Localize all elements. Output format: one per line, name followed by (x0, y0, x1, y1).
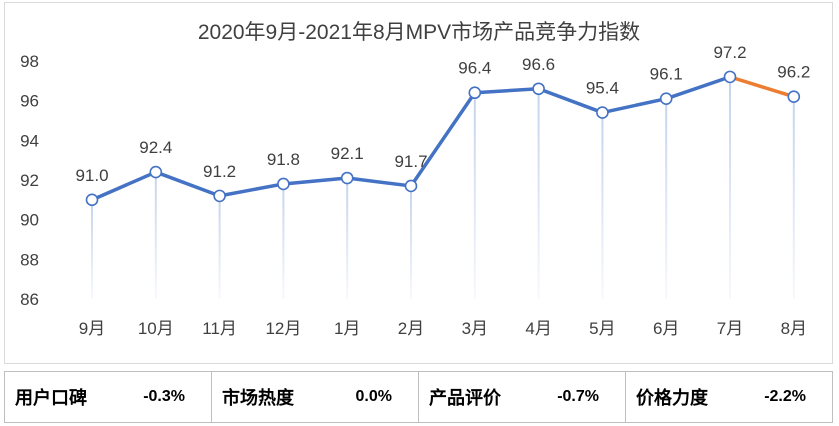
drop-line (410, 185, 412, 299)
x-tick-label: 7月 (717, 319, 743, 338)
drop-line (665, 98, 668, 299)
series-segment (90, 170, 158, 202)
metric-value: -0.3% (143, 388, 185, 405)
metrics-bar: 用户口碑 -0.3% 市场热度 0.0% 产品评价 -0.7% 价格力度 -2.… (4, 371, 833, 423)
data-label: 96.2 (777, 63, 810, 82)
drop-line (729, 76, 731, 299)
drop-line (346, 178, 349, 299)
data-label: 92.4 (139, 138, 172, 157)
data-label: 96.1 (650, 65, 683, 84)
metric-label: 价格力度 (636, 388, 708, 409)
line-chart: 2020年9月-2021年8月MPV市场产品竞争力指数 86 88 90 92 94 96… (20, 21, 810, 338)
drop-line (601, 112, 604, 299)
y-tick-label: 86 (20, 290, 39, 309)
y-tick-label: 98 (20, 52, 39, 71)
data-point (85, 193, 99, 207)
metric-label: 用户口碑 (15, 388, 87, 409)
drop-line (792, 96, 795, 299)
data-point (213, 189, 226, 203)
metric-value: -2.2% (764, 388, 806, 405)
series-segment (536, 87, 605, 115)
data-point (723, 70, 737, 84)
data-point (468, 86, 482, 100)
y-tick-label: 92 (20, 171, 39, 190)
series-segment (345, 176, 413, 188)
data-point (532, 82, 545, 96)
x-tick-label: 8月 (781, 319, 807, 338)
y-tick-label: 90 (20, 211, 39, 230)
x-tick-label: 2月 (398, 319, 424, 338)
x-tick-label: 3月 (462, 319, 488, 338)
drop-line (537, 88, 540, 300)
metric-product-review: 产品评价 -0.7% (419, 372, 626, 422)
metric-user-reputation: 用户口碑 -0.3% (5, 372, 212, 422)
data-label: 97.2 (713, 43, 746, 62)
chart-title: 2020年9月-2021年8月MPV市场产品竞争力指数 (198, 21, 640, 44)
series-segment (217, 182, 286, 198)
x-tick-label: 6月 (653, 319, 679, 338)
metric-price-strength: 价格力度 -2.2% (626, 372, 832, 422)
data-label: 91.8 (267, 150, 300, 169)
data-label: 96.6 (522, 55, 555, 74)
data-point (659, 92, 673, 105)
series-lines (90, 75, 796, 202)
data-label: 95.4 (586, 79, 619, 98)
drop-line (473, 92, 476, 299)
data-label: 91.7 (394, 152, 427, 171)
y-tick-label: 96 (20, 92, 39, 111)
y-tick-label: 94 (20, 131, 39, 150)
x-tick-label: 12月 (265, 319, 301, 338)
data-point (277, 177, 290, 191)
drop-lines (91, 76, 795, 300)
x-tick-label: 11月 (202, 319, 237, 338)
data-label: 96.4 (458, 59, 491, 78)
data-point (404, 179, 418, 193)
drop-line (154, 172, 157, 299)
x-tick-label: 4月 (525, 319, 551, 338)
x-tick-label: 5月 (589, 319, 615, 338)
series-segment (728, 75, 796, 99)
data-point (596, 106, 609, 119)
x-tick-label: 10月 (138, 319, 174, 338)
data-label: 92.1 (331, 144, 364, 163)
data-point (149, 165, 163, 179)
data-point (340, 171, 354, 185)
data-labels: 91.0 92.4 91.2 91.8 92.1 91.7 96.4 96.6 95.4 96.1… (75, 43, 810, 185)
drop-line (218, 195, 221, 299)
data-label: 91.2 (203, 162, 236, 181)
series-segment (664, 75, 732, 101)
drop-line (91, 199, 93, 299)
drop-line (282, 183, 285, 299)
series-segment (600, 96, 668, 115)
y-tick-label: 88 (20, 250, 39, 269)
x-tick-label: 1月 (334, 319, 360, 338)
data-label: 91.0 (75, 166, 108, 185)
x-tick-label: 9月 (79, 319, 105, 338)
series-segment (409, 90, 477, 188)
metric-market-heat: 市场热度 0.0% (212, 372, 419, 422)
metric-label: 市场热度 (222, 388, 294, 409)
series-segment (154, 170, 222, 198)
x-axis: 9月 10月 11月 12月 1月 2月 3月 4月 5月 6月 7月 8月 (79, 319, 807, 338)
y-axis: 86 88 90 92 94 96 98 (20, 52, 39, 309)
chart-frame: 2020年9月-2021年8月MPV市场产品竞争力指数 86 88 90 92 94 96… (4, 2, 833, 364)
metric-label: 产品评价 (429, 388, 501, 409)
series-segment (473, 87, 541, 95)
data-point (787, 90, 801, 103)
series-segment (281, 176, 349, 186)
metric-value: -0.7% (557, 388, 599, 405)
data-points (85, 70, 801, 207)
metric-value: 0.0% (355, 388, 392, 405)
